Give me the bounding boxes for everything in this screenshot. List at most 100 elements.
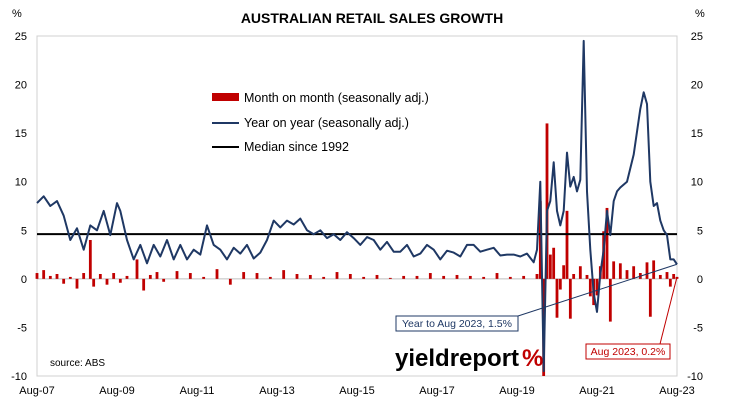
left-tick-label: 10 xyxy=(15,177,27,189)
mom-bar xyxy=(672,274,676,279)
mom-bar xyxy=(55,274,59,279)
mom-bar xyxy=(588,278,592,297)
mom-bar xyxy=(508,276,512,279)
mom-bar xyxy=(548,254,552,279)
mom-bar xyxy=(35,273,39,279)
mom-bar xyxy=(105,278,109,285)
mom-bar xyxy=(148,274,152,279)
annotation-yoy: Year to Aug 2023, 1.5% xyxy=(395,263,678,332)
mom-bar xyxy=(175,271,179,279)
left-tick-label: 15 xyxy=(15,128,27,140)
mom-bar xyxy=(68,276,72,279)
mom-bar xyxy=(295,274,299,279)
brand-percent-symbol: % xyxy=(522,345,543,372)
mom-bar xyxy=(578,266,582,279)
mom-bar xyxy=(415,275,419,279)
x-tick-label: Aug-11 xyxy=(180,385,215,397)
mom-bar xyxy=(118,278,122,283)
mom-bar xyxy=(268,276,272,279)
mom-bar xyxy=(545,123,549,279)
chart-title: AUSTRALIAN RETAIL SALES GROWTH xyxy=(241,10,503,26)
right-tick-label: -10 xyxy=(687,371,703,383)
x-tick-label: Aug-21 xyxy=(579,385,614,397)
mom-bar xyxy=(88,240,92,279)
left-unit-label: % xyxy=(12,8,22,20)
mom-bar xyxy=(552,247,556,279)
mom-bar xyxy=(362,276,366,279)
left-tick-label: 5 xyxy=(21,225,27,237)
mom-bar xyxy=(388,277,392,279)
mom-bar xyxy=(572,274,576,279)
mom-bar xyxy=(125,275,129,279)
mom-bar xyxy=(625,270,629,279)
mom-bar xyxy=(112,273,116,279)
legend-label-median: Median since 1992 xyxy=(244,140,349,154)
annotation-mom-box xyxy=(585,343,671,360)
mom-bar xyxy=(618,263,622,279)
mom-bar xyxy=(62,278,66,284)
legend-swatch-mom xyxy=(212,93,239,101)
mom-bar xyxy=(428,273,432,279)
x-tick-label: Aug-17 xyxy=(419,385,454,397)
mom-bar xyxy=(322,276,326,279)
mom-bar xyxy=(228,278,232,285)
annotation-mom-leader xyxy=(659,276,678,345)
mom-bar xyxy=(242,272,246,279)
mom-bar xyxy=(162,278,166,282)
plot-area-frame xyxy=(36,35,678,377)
mom-bar xyxy=(82,273,86,279)
left-tick-label: 0 xyxy=(21,274,27,286)
mom-bar xyxy=(155,272,159,279)
mom-bar xyxy=(335,272,339,279)
mom-bar xyxy=(135,259,139,279)
mom-bar xyxy=(535,274,539,279)
right-tick-label: 25 xyxy=(691,31,703,43)
mom-bar xyxy=(482,276,486,279)
left-tick-label: 25 xyxy=(15,31,27,43)
mom-bar xyxy=(375,274,379,279)
mom-bar xyxy=(42,270,46,279)
mom-bar xyxy=(608,278,612,322)
mom-bar xyxy=(282,270,286,279)
mom-bar xyxy=(455,274,459,279)
mom-bar xyxy=(348,274,352,279)
mom-bar xyxy=(562,265,566,279)
mom-bar xyxy=(612,261,616,279)
mom-bar xyxy=(92,278,96,287)
mom-bar xyxy=(558,278,562,290)
mom-bar xyxy=(632,266,636,279)
x-tick-label: Aug-07 xyxy=(19,385,54,397)
mom-bar xyxy=(188,273,192,279)
mom-bar xyxy=(605,207,609,279)
right-tick-label: 20 xyxy=(691,80,703,92)
mom-bar xyxy=(595,278,599,296)
mom-bar xyxy=(142,278,146,291)
mom-bar xyxy=(658,274,662,279)
left-tick-label: 20 xyxy=(15,80,27,92)
mom-bar xyxy=(442,275,446,279)
annotation-yoy-leader xyxy=(517,263,678,317)
mom-bar xyxy=(522,275,526,279)
x-tick-label: Aug-19 xyxy=(499,385,534,397)
right-tick-label: 5 xyxy=(697,225,703,237)
right-axis: -10 -5 0 5 10 15 20 25 xyxy=(687,31,703,383)
right-tick-label: 10 xyxy=(691,177,703,189)
mom-bar xyxy=(668,278,672,287)
source-note: source: ABS xyxy=(50,358,105,369)
right-unit-label: % xyxy=(695,8,705,20)
mom-bar xyxy=(648,278,652,317)
year-on-year-line xyxy=(36,39,678,373)
legend-label-yoy: Year on year (seasonally adj.) xyxy=(244,116,409,130)
x-tick-label: Aug-13 xyxy=(259,385,294,397)
mom-bar xyxy=(215,269,219,279)
mom-bar xyxy=(585,274,589,279)
legend: Month on month (seasonally adj.) Year on… xyxy=(212,91,429,154)
mom-bar xyxy=(538,201,542,279)
month-on-month-bars xyxy=(35,123,679,376)
mom-bar xyxy=(665,272,669,279)
mom-bar xyxy=(202,276,206,279)
mom-bar xyxy=(652,260,656,279)
brand-wordmark: yieldreport xyxy=(395,345,519,372)
x-tick-label: Aug-09 xyxy=(99,385,134,397)
